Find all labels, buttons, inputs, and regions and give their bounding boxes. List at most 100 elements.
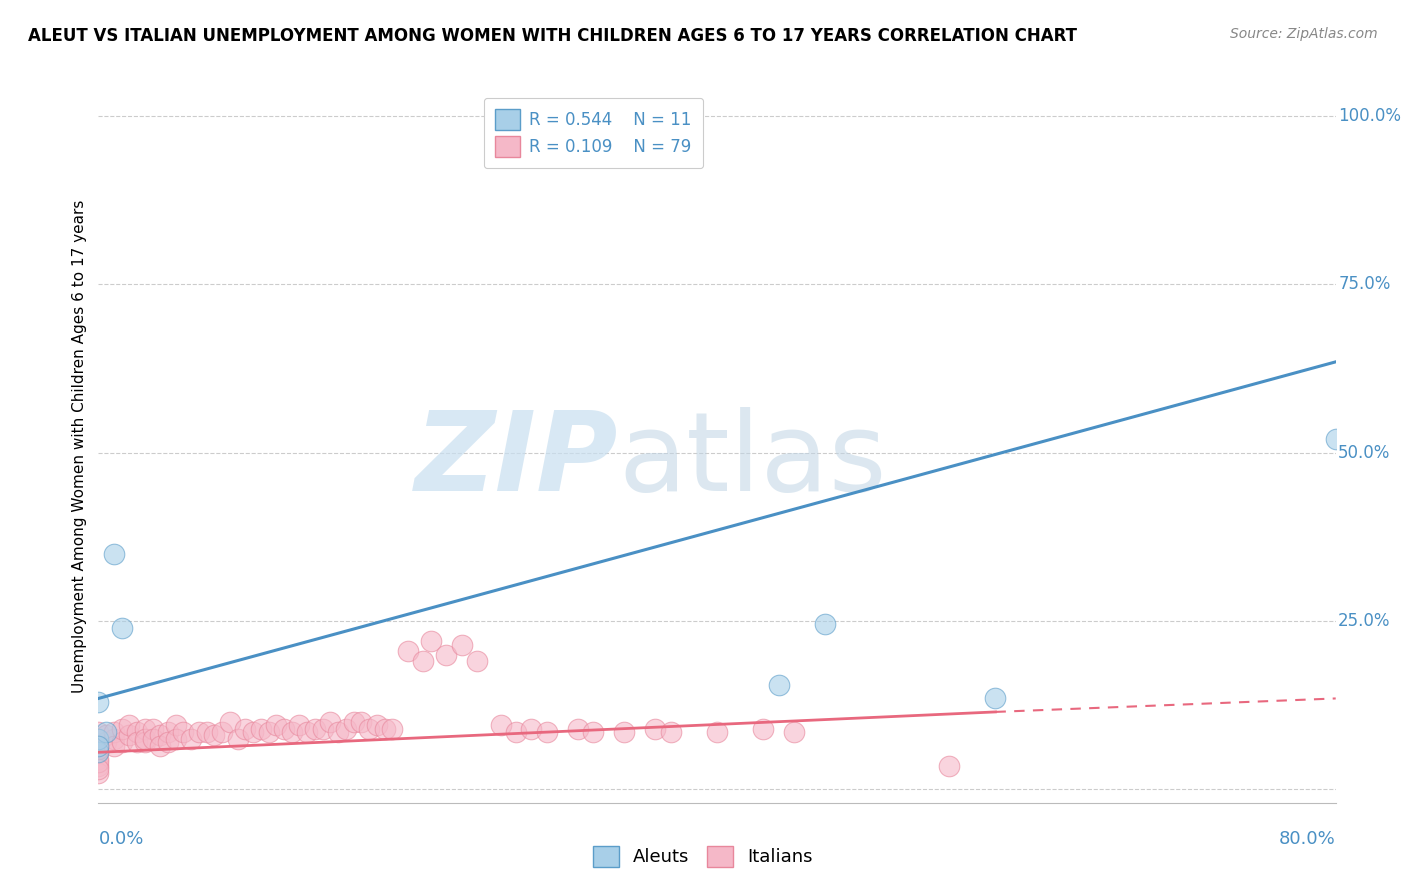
- Text: ALEUT VS ITALIAN UNEMPLOYMENT AMONG WOMEN WITH CHILDREN AGES 6 TO 17 YEARS CORRE: ALEUT VS ITALIAN UNEMPLOYMENT AMONG WOME…: [28, 27, 1077, 45]
- Point: [281, 725, 304, 739]
- Point: [134, 722, 156, 736]
- Point: [204, 729, 226, 743]
- Text: 75.0%: 75.0%: [1339, 276, 1391, 293]
- Point: [273, 722, 295, 736]
- Point: [87, 745, 110, 759]
- Text: atlas: atlas: [619, 407, 887, 514]
- Point: [87, 731, 110, 746]
- Point: [381, 722, 404, 736]
- Point: [111, 722, 132, 736]
- Point: [157, 725, 180, 739]
- Point: [127, 725, 149, 739]
- Point: [450, 638, 472, 652]
- Point: [335, 722, 357, 736]
- Point: [366, 718, 388, 732]
- Point: [87, 695, 110, 709]
- Point: [396, 644, 419, 658]
- Point: [111, 735, 132, 749]
- Point: [103, 731, 125, 746]
- Point: [1324, 432, 1347, 446]
- Point: [172, 725, 194, 739]
- Point: [111, 621, 132, 635]
- Point: [165, 731, 187, 746]
- Point: [706, 725, 728, 739]
- Point: [752, 722, 775, 736]
- Text: Source: ZipAtlas.com: Source: ZipAtlas.com: [1230, 27, 1378, 41]
- Point: [984, 691, 1007, 706]
- Point: [312, 722, 335, 736]
- Point: [195, 725, 218, 739]
- Point: [103, 739, 125, 753]
- Point: [242, 725, 264, 739]
- Point: [326, 725, 350, 739]
- Point: [644, 722, 666, 736]
- Point: [149, 739, 172, 753]
- Text: 50.0%: 50.0%: [1339, 443, 1391, 462]
- Point: [103, 725, 125, 739]
- Point: [165, 718, 187, 732]
- Point: [343, 714, 366, 729]
- Point: [87, 725, 110, 739]
- Point: [96, 735, 118, 749]
- Point: [96, 729, 118, 743]
- Point: [87, 752, 110, 766]
- Point: [118, 718, 141, 732]
- Point: [211, 725, 233, 739]
- Point: [613, 725, 636, 739]
- Point: [87, 739, 110, 753]
- Point: [233, 722, 257, 736]
- Point: [87, 731, 110, 746]
- Point: [141, 722, 165, 736]
- Point: [288, 718, 311, 732]
- Point: [304, 722, 326, 736]
- Point: [412, 655, 434, 669]
- Point: [87, 739, 110, 753]
- Point: [436, 648, 458, 662]
- Point: [188, 725, 211, 739]
- Point: [149, 729, 172, 743]
- Legend: R = 0.544    N = 11, R = 0.109    N = 79: R = 0.544 N = 11, R = 0.109 N = 79: [484, 97, 703, 169]
- Point: [297, 725, 319, 739]
- Point: [536, 725, 558, 739]
- Y-axis label: Unemployment Among Women with Children Ages 6 to 17 years: Unemployment Among Women with Children A…: [72, 199, 87, 693]
- Point: [118, 729, 141, 743]
- Point: [157, 735, 180, 749]
- Point: [938, 758, 960, 772]
- Point: [226, 731, 249, 746]
- Point: [419, 634, 441, 648]
- Point: [180, 731, 202, 746]
- Point: [659, 725, 682, 739]
- Point: [87, 758, 110, 772]
- Point: [350, 714, 373, 729]
- Point: [264, 718, 288, 732]
- Text: 25.0%: 25.0%: [1339, 612, 1391, 630]
- Point: [87, 765, 110, 780]
- Point: [87, 742, 110, 756]
- Point: [357, 722, 380, 736]
- Point: [505, 725, 527, 739]
- Point: [103, 547, 125, 561]
- Text: ZIP: ZIP: [415, 407, 619, 514]
- Point: [87, 745, 110, 759]
- Point: [96, 725, 118, 739]
- Point: [768, 678, 790, 692]
- Point: [219, 714, 242, 729]
- Point: [814, 617, 837, 632]
- Legend: Aleuts, Italians: Aleuts, Italians: [586, 838, 820, 874]
- Point: [783, 725, 806, 739]
- Point: [567, 722, 589, 736]
- Point: [257, 725, 280, 739]
- Point: [319, 714, 342, 729]
- Point: [582, 725, 605, 739]
- Point: [467, 655, 489, 669]
- Point: [87, 756, 110, 770]
- Point: [250, 722, 273, 736]
- Point: [87, 762, 110, 776]
- Point: [134, 731, 156, 746]
- Point: [374, 722, 396, 736]
- Point: [141, 731, 165, 746]
- Point: [127, 735, 149, 749]
- Text: 100.0%: 100.0%: [1339, 107, 1402, 125]
- Text: 80.0%: 80.0%: [1279, 830, 1336, 847]
- Point: [520, 722, 543, 736]
